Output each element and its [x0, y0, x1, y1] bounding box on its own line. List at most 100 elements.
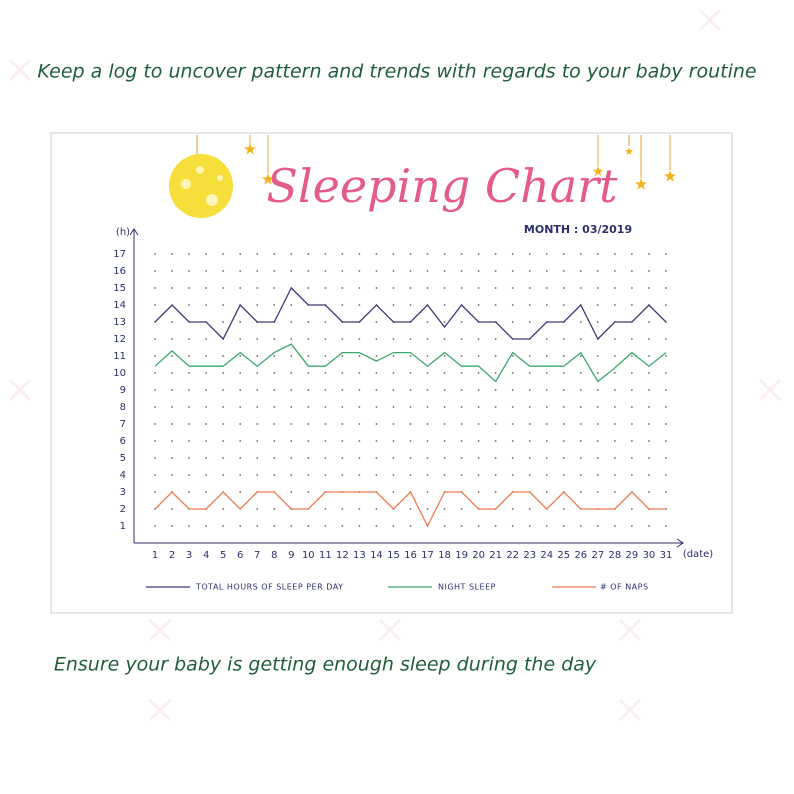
grid-dot [648, 321, 650, 323]
x-tick-label: 24 [540, 550, 553, 561]
grid-dot [171, 389, 173, 391]
grid-dot [239, 389, 242, 391]
x-tick-label: 23 [523, 550, 536, 561]
grid-dot [239, 321, 242, 323]
grid-dot [426, 491, 429, 493]
grid-dot [375, 270, 378, 272]
grid-dot [596, 372, 599, 374]
grid-dot [460, 406, 463, 408]
grid-dot [460, 440, 463, 442]
grid-dot [324, 270, 327, 272]
grid-dot [256, 423, 259, 425]
grid-dot [426, 508, 429, 510]
grid-dot [665, 406, 667, 408]
grid-dot [341, 525, 344, 527]
grid-dot [443, 287, 446, 289]
grid-dot [579, 406, 582, 408]
grid-dot [665, 491, 667, 493]
grid-dot [358, 474, 361, 476]
grid-dot [256, 270, 259, 272]
grid-dot [631, 457, 633, 459]
grid-dot [307, 321, 310, 323]
grid-dot [545, 253, 548, 255]
grid-dot [528, 372, 531, 374]
grid-dot [545, 491, 548, 493]
grid-dot [562, 508, 565, 510]
grid-dot [358, 440, 361, 442]
grid-dot [341, 372, 344, 374]
x-tick-label: 19 [455, 550, 468, 561]
grid-dot [273, 508, 276, 510]
grid-dot [613, 423, 616, 425]
grid-dot [375, 253, 378, 255]
grid-dot [477, 474, 480, 476]
grid-dot [358, 423, 361, 425]
grid-dot [596, 253, 599, 255]
grid-dot [409, 372, 412, 374]
grid-dot [596, 423, 599, 425]
grid-dot [341, 508, 344, 510]
grid-dot [545, 338, 548, 340]
y-axis-label: (h) [116, 227, 130, 238]
grid-dot [171, 270, 173, 272]
y-tick-label: 15 [113, 283, 126, 294]
series-line [154, 286, 667, 341]
grid-dot [188, 474, 190, 476]
grid-dot [341, 440, 344, 442]
grid-dot [375, 389, 378, 391]
grid-dot [375, 525, 378, 527]
grid-dot [665, 270, 667, 272]
grid-dot [205, 423, 208, 425]
grid-dot [528, 457, 531, 459]
grid-dot [562, 406, 565, 408]
grid-dot [613, 525, 616, 527]
grid-dot [477, 372, 480, 374]
svg-text:★: ★ [243, 140, 257, 159]
grid-dot [273, 440, 276, 442]
x-tick-label: 27 [591, 550, 604, 561]
x-tick-label: 9 [288, 550, 294, 561]
grid-dot [154, 491, 156, 493]
grid-dot [409, 406, 412, 408]
grid-dot [648, 457, 650, 459]
grid-dot [256, 372, 259, 374]
grid-dot [409, 474, 412, 476]
grid-dot [222, 287, 225, 289]
grid-dot [596, 440, 599, 442]
grid-dot [579, 457, 582, 459]
grid-dot [256, 474, 259, 476]
grid-dot [545, 355, 548, 357]
x-tick-label: 17 [421, 550, 434, 561]
grid-dot [648, 525, 650, 527]
grid-dot [528, 474, 531, 476]
grid-dot [528, 406, 531, 408]
grid-dot [426, 406, 429, 408]
grid-dot [426, 270, 429, 272]
x-tick-label: 15 [387, 550, 400, 561]
grid-dot [307, 372, 310, 374]
grid-dot [545, 440, 548, 442]
grid-dot [256, 508, 259, 510]
grid-dot [290, 491, 293, 493]
grid-dot [375, 287, 378, 289]
grid-dot [443, 253, 446, 255]
grid-dot [290, 338, 293, 340]
grid-dot [460, 423, 463, 425]
grid-dot [409, 389, 412, 391]
grid-dot [222, 253, 225, 255]
grid-dot [613, 287, 616, 289]
grid-dot [307, 253, 310, 255]
y-tick-label: 2 [120, 504, 126, 515]
grid-dot [239, 423, 242, 425]
grid-dot [460, 253, 463, 255]
grid-dot [358, 457, 361, 459]
grid-dot [290, 270, 293, 272]
grid-dot [188, 253, 190, 255]
grid-dot [222, 457, 225, 459]
grid-dot [205, 474, 208, 476]
grid-dot [171, 440, 173, 442]
grid-dot [341, 270, 344, 272]
y-tick-label: 3 [120, 487, 126, 498]
grid-dot [562, 304, 565, 306]
decor: ★ ★ ★ ★ ★ ★ [169, 135, 677, 218]
